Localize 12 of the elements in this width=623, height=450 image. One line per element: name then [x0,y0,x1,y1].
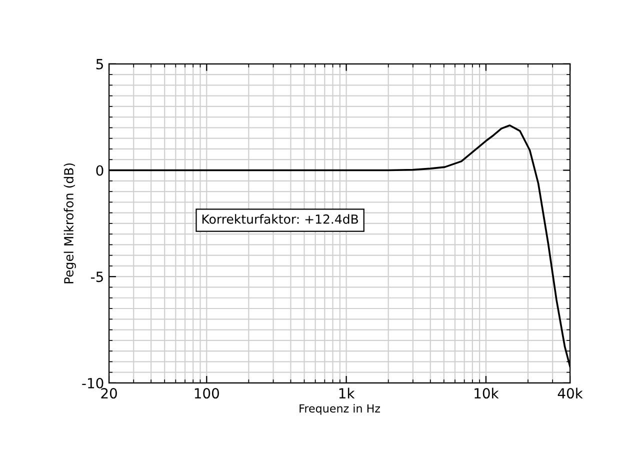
y-tick-label: -5 [90,272,103,282]
y-tick-label: 0 [96,165,104,176]
annotation: Korrekturfaktor: +12.4dB [202,214,358,224]
x-tick-label: 10k [474,388,499,399]
x-tick-label: 100 [194,388,219,399]
x-tick-label: 1k [339,388,355,398]
y-axis-title: Pegel Mikrofon (dB) [64,163,76,284]
y-tick-label: -10 [82,378,104,388]
x-tick-label: 40k [558,388,583,399]
y-tick-label: 5 [96,59,103,70]
x-tick-label: 20 [101,388,117,399]
x-axis-title: Frequenz in Hz [300,404,380,415]
